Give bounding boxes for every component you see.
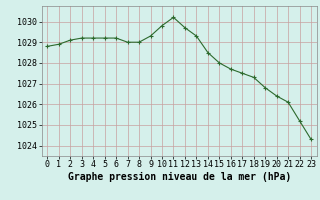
- X-axis label: Graphe pression niveau de la mer (hPa): Graphe pression niveau de la mer (hPa): [68, 172, 291, 182]
